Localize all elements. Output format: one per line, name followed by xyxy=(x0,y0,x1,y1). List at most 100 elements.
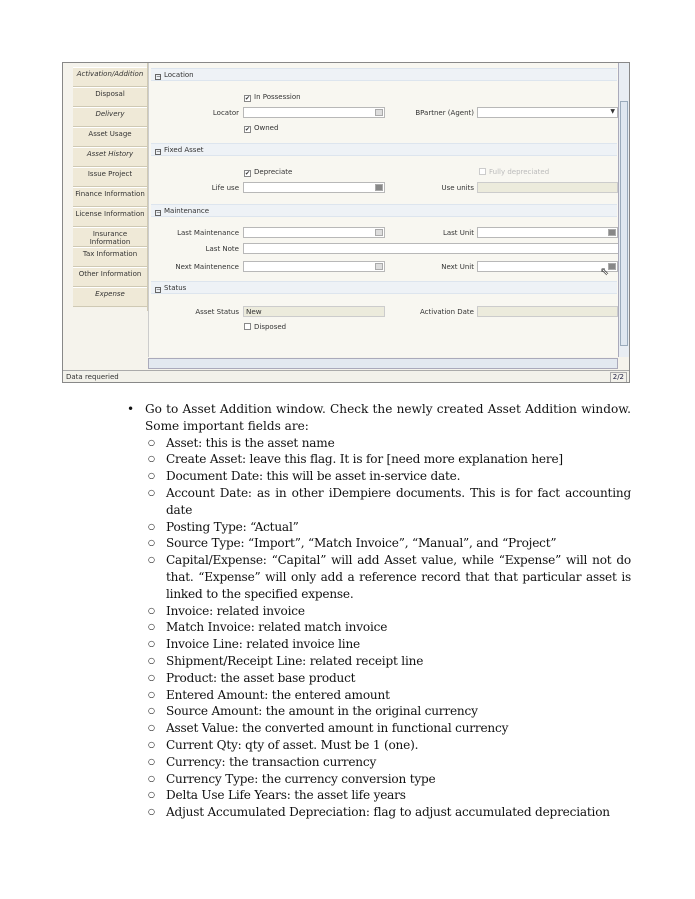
checkbox-label: In Possession xyxy=(254,93,301,101)
collapse-icon[interactable]: − xyxy=(155,286,162,293)
list-item: Invoice Line: related invoice line xyxy=(148,636,631,653)
list-item: Current Qty: qty of asset. Must be 1 (on… xyxy=(148,737,631,754)
section-fixed-asset[interactable]: − Fixed Asset xyxy=(151,143,617,156)
section-title: Location xyxy=(164,71,194,79)
next-unit-field[interactable] xyxy=(477,261,618,272)
tab-item[interactable]: Other Information xyxy=(73,267,147,287)
activation-date-label: Activation Date xyxy=(419,308,474,316)
next-maintenence-field[interactable] xyxy=(243,261,385,272)
list-item: Adjust Accumulated Depreciation: flag to… xyxy=(148,804,631,821)
asset-window-screenshot: Activation/Addition Disposal Delivery Asset… xyxy=(62,62,630,383)
calculator-icon[interactable] xyxy=(608,263,616,270)
field-list: Asset: this is the asset nameCreate Asse… xyxy=(127,435,631,821)
calendar-icon[interactable] xyxy=(375,263,383,270)
checkbox-checked-icon: ✔ xyxy=(244,170,251,177)
list-item: Source Amount: the amount in the origina… xyxy=(148,703,631,720)
list-item: Account Date: as in other iDempiere docu… xyxy=(148,485,631,519)
list-item: Currency: the transaction currency xyxy=(148,754,631,771)
locator-field[interactable] xyxy=(243,107,385,118)
status-bar: Data requeried 2/2 xyxy=(63,370,629,382)
asset-status-label: Asset Status xyxy=(195,308,239,316)
last-note-label: Last Note xyxy=(205,245,239,253)
calendar-icon[interactable] xyxy=(375,229,383,236)
last-maintenance-label: Last Maintenance xyxy=(177,229,239,237)
tab-list: Activation/Addition Disposal Delivery Asset… xyxy=(73,63,148,311)
section-title: Status xyxy=(164,284,187,292)
section-maintenance[interactable]: − Maintenance xyxy=(151,204,617,217)
form-panel: − Location ✔ In Possession Locator BPartne… xyxy=(148,63,619,357)
checkbox-label: Fully depreciated xyxy=(489,168,550,176)
use-units-field xyxy=(477,182,618,193)
scroll-thumb[interactable] xyxy=(620,101,628,346)
bullet-intro: Go to Asset Addition window. Check the n… xyxy=(127,401,631,435)
mouse-cursor-icon: ⇖ xyxy=(600,265,610,278)
dropdown-arrow-icon[interactable]: ▼ xyxy=(610,108,615,115)
document-body: Go to Asset Addition window. Check the n… xyxy=(127,401,631,821)
tab-item[interactable]: Asset History xyxy=(73,147,147,167)
list-item: Match Invoice: related match invoice xyxy=(148,619,631,636)
tab-item[interactable]: License Information xyxy=(73,207,147,227)
collapse-icon[interactable]: − xyxy=(155,148,162,155)
tab-item[interactable]: Finance Information xyxy=(73,187,147,207)
list-item: Capital/Expense: “Capital” will add Asse… xyxy=(148,552,631,602)
list-item: Source Type: “Import”, “Match Invoice”, … xyxy=(148,535,631,552)
collapse-icon[interactable]: − xyxy=(155,73,162,80)
checkbox-empty-icon xyxy=(479,168,486,175)
depreciate-checkbox[interactable]: ✔ Depreciate xyxy=(244,168,292,177)
last-note-field[interactable] xyxy=(243,243,619,254)
list-item: Invoice: related invoice xyxy=(148,603,631,620)
disposed-checkbox[interactable]: Disposed xyxy=(244,323,286,331)
life-use-label: Life use xyxy=(211,184,239,192)
list-item: Delta Use Life Years: the asset life yea… xyxy=(148,787,631,804)
tab-item[interactable]: Issue Project xyxy=(73,167,147,187)
last-maintenance-field[interactable] xyxy=(243,227,385,238)
use-units-label: Use units xyxy=(441,184,474,192)
page-indicator[interactable]: 2/2 xyxy=(609,372,627,382)
asset-status-field: New xyxy=(243,306,385,317)
list-item: Shipment/Receipt Line: related receipt l… xyxy=(148,653,631,670)
list-item: Document Date: this will be asset in-ser… xyxy=(148,468,631,485)
checkbox-checked-icon: ✔ xyxy=(244,95,251,102)
section-title: Maintenance xyxy=(164,207,210,215)
list-item: Currency Type: the currency conversion t… xyxy=(148,771,631,788)
tab-item[interactable]: Expense xyxy=(73,287,147,307)
bpartner-select[interactable]: ▼ xyxy=(477,107,618,118)
list-item: Asset: this is the asset name xyxy=(148,435,631,452)
checkbox-label: Disposed xyxy=(254,323,287,331)
calculator-icon[interactable] xyxy=(375,184,383,191)
horizontal-scrollbar[interactable] xyxy=(148,358,618,369)
vertical-scrollbar[interactable] xyxy=(618,63,629,357)
collapse-icon[interactable]: − xyxy=(155,209,162,216)
list-item: Posting Type: “Actual” xyxy=(148,519,631,536)
tab-item[interactable]: Insurance Information xyxy=(73,227,147,247)
last-unit-field[interactable] xyxy=(477,227,618,238)
tab-item[interactable]: Disposal xyxy=(73,87,147,107)
next-maintenence-label: Next Maintenence xyxy=(175,263,239,271)
checkbox-empty-icon xyxy=(244,323,251,330)
last-unit-label: Last Unit xyxy=(442,229,474,237)
in-possession-checkbox[interactable]: ✔ In Possession xyxy=(244,93,301,102)
status-text: Data requeried xyxy=(66,373,119,381)
tab-item[interactable]: Delivery xyxy=(73,107,147,127)
section-title: Fixed Asset xyxy=(164,146,204,154)
section-location[interactable]: − Location xyxy=(151,68,617,81)
list-item: Create Asset: leave this flag. It is for… xyxy=(148,451,631,468)
list-item: Asset Value: the converted amount in fun… xyxy=(148,720,631,737)
tab-item[interactable]: Asset Usage xyxy=(73,127,147,147)
fully-depreciated-checkbox: Fully depreciated xyxy=(479,168,549,176)
life-use-field[interactable] xyxy=(243,182,385,193)
tab-item[interactable]: Activation/Addition xyxy=(73,67,147,87)
checkbox-label: Owned xyxy=(254,124,279,132)
bpartner-label: BPartner (Agent) xyxy=(415,109,474,117)
calculator-icon[interactable] xyxy=(608,229,616,236)
next-unit-label: Next Unit xyxy=(441,263,474,271)
locator-label: Locator xyxy=(212,109,239,117)
section-status[interactable]: − Status xyxy=(151,281,617,294)
list-item: Entered Amount: the entered amount xyxy=(148,687,631,704)
activation-date-field xyxy=(477,306,618,317)
checkbox-label: Depreciate xyxy=(254,168,293,176)
checkbox-checked-icon: ✔ xyxy=(244,126,251,133)
tab-item[interactable]: Tax Information xyxy=(73,247,147,267)
owned-checkbox[interactable]: ✔ Owned xyxy=(244,124,278,133)
locator-icon[interactable] xyxy=(375,109,383,116)
